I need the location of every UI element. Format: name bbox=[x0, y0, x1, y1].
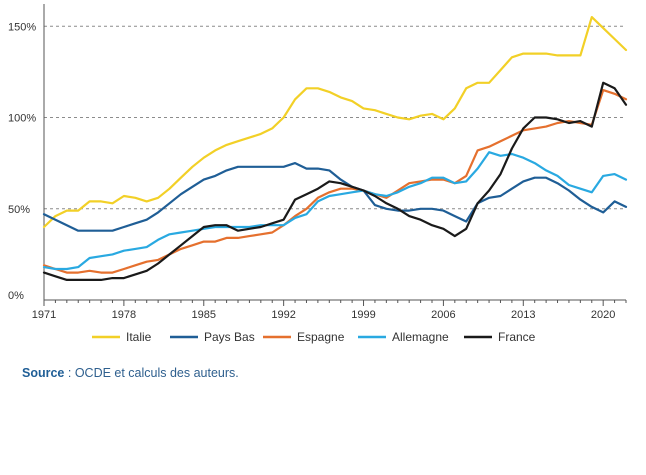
legend-label-pays-bas: Pays Bas bbox=[204, 330, 255, 344]
legend-label-allemagne: Allemagne bbox=[392, 330, 449, 344]
axes bbox=[43, 4, 626, 301]
x-tick-label: 2006 bbox=[431, 309, 455, 321]
source-text: OCDE et calculs des auteurs. bbox=[74, 366, 239, 380]
x-tick-label: 1985 bbox=[192, 309, 216, 321]
source-separator: : bbox=[64, 366, 75, 380]
legend: Italie Pays Bas Espagne Allemagne France bbox=[92, 330, 536, 344]
y-axis-ticks: 0% 50% 100% 150% bbox=[8, 21, 36, 302]
y-tick-label: 150% bbox=[8, 21, 36, 33]
series-line-italie bbox=[42, 16, 628, 229]
x-tick-label: 2013 bbox=[511, 309, 535, 321]
source-note: Source : OCDE et calculs des auteurs. bbox=[22, 366, 239, 380]
y-tick-label: 0% bbox=[8, 290, 24, 302]
legend-label-espagne: Espagne bbox=[297, 330, 345, 344]
series-lines bbox=[42, 16, 628, 281]
y-tick-label: 50% bbox=[8, 204, 30, 216]
series-line-espagne bbox=[42, 88, 628, 274]
series-line-pays-bas bbox=[42, 162, 628, 232]
x-tick-label: 2020 bbox=[591, 309, 615, 321]
y-tick-label: 100% bbox=[8, 113, 36, 125]
x-tick-label: 1999 bbox=[351, 309, 375, 321]
source-label: Source bbox=[22, 366, 65, 380]
line-chart: 1971 1978 1985 1992 1999 2006 2013 2020 0% 50% 10… bbox=[8, 4, 628, 344]
legend-label-france: France bbox=[498, 330, 536, 344]
x-tick-label: 1992 bbox=[271, 309, 295, 321]
series-line-allemagne bbox=[42, 151, 628, 271]
x-tick-label: 1971 bbox=[32, 309, 56, 321]
x-tick-label: 1978 bbox=[112, 309, 136, 321]
x-axis-ticks: 1971 1978 1985 1992 1999 2006 2013 2020 bbox=[32, 300, 627, 321]
legend-label-italie: Italie bbox=[126, 330, 152, 344]
series-line-france bbox=[42, 81, 628, 281]
grid-lines bbox=[44, 25, 626, 210]
